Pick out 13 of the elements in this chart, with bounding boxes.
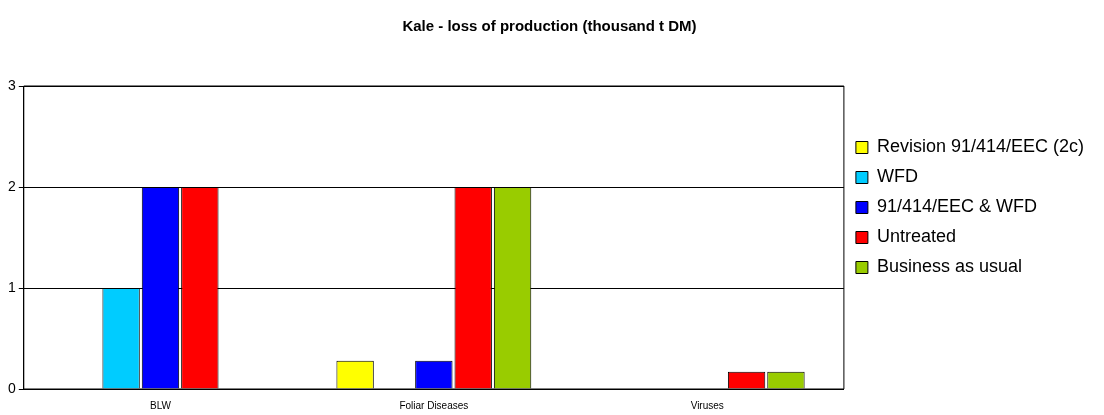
y-tick-label: 2: [7, 177, 16, 194]
legend-label: 91/414/EEC & WFD: [876, 196, 1037, 217]
y-tick-label: 0: [7, 379, 16, 396]
chart-title: Kale - loss of production (thousand t DM): [402, 17, 697, 35]
x-tick-label: BLW: [150, 399, 172, 411]
x-tick-label: Foliar Diseases: [399, 399, 469, 411]
legend-label: Untreated: [876, 226, 956, 247]
legend-label: WFD: [876, 166, 918, 187]
y-tick-label: 1: [7, 278, 16, 295]
y-tick-label: 3: [7, 76, 16, 93]
x-tick-label: Viruses: [690, 399, 724, 411]
legend-label: Revision 91/414/EEC (2c): [876, 136, 1085, 157]
legend-label: Business as usual: [876, 256, 1022, 277]
